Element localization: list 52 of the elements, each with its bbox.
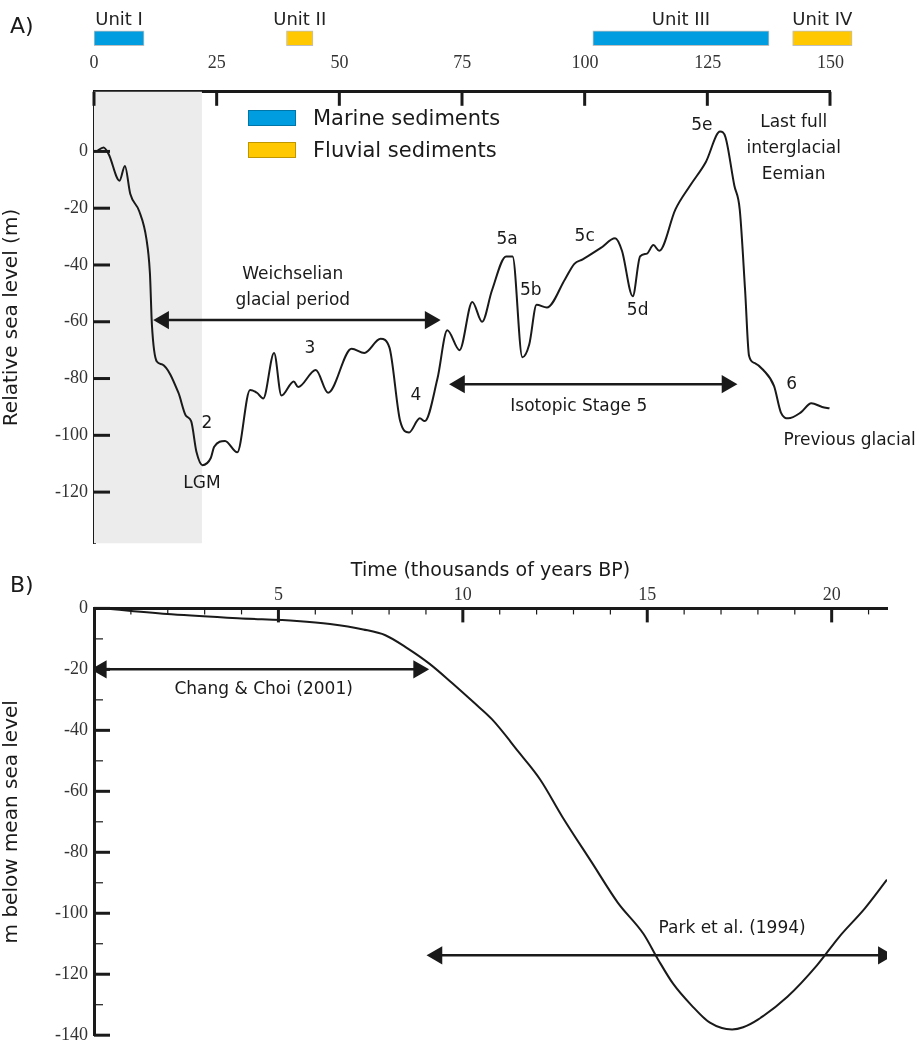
y-tick-label: 0 bbox=[79, 140, 88, 161]
annotation: 6 bbox=[786, 372, 798, 393]
x-tick-label: 5 bbox=[273, 584, 283, 605]
y-axis-title: Relative sea level (m) bbox=[0, 208, 23, 427]
annotation: 5d bbox=[626, 298, 649, 319]
series-label: Unit I bbox=[95, 7, 143, 29]
annotation: 5c bbox=[574, 225, 595, 246]
y-tick-label: -40 bbox=[64, 253, 88, 274]
annotation: 4 bbox=[410, 383, 422, 404]
series-label: Unit III bbox=[651, 7, 711, 29]
text: B) bbox=[10, 572, 34, 597]
annotation: Last full interglacial Eemian bbox=[746, 111, 841, 183]
series-label: Unit IV bbox=[792, 7, 854, 29]
annotation: Chang & Choi (2001) bbox=[174, 677, 353, 698]
annotation: Isotopic Stage 5 bbox=[510, 395, 648, 416]
x-tick-label: 100 bbox=[571, 52, 599, 73]
annotation: Previous glacial bbox=[783, 429, 916, 450]
x-tick-label: 15 bbox=[638, 584, 657, 605]
x-tick-label: 25 bbox=[207, 52, 226, 73]
y-tick-label: -140 bbox=[55, 1023, 88, 1044]
y-tick-label: -60 bbox=[64, 780, 88, 801]
y-tick-label: 0 bbox=[79, 597, 88, 618]
text: A) bbox=[10, 13, 34, 38]
x-axis-title: Time (thousands of years BP) bbox=[349, 558, 631, 581]
annotation: Fluvial sediments bbox=[313, 138, 497, 162]
y-tick-label: -120 bbox=[55, 480, 88, 501]
y-tick-label: -20 bbox=[64, 658, 88, 679]
y-tick-label: -100 bbox=[55, 424, 88, 445]
annotation: 2 bbox=[201, 412, 213, 433]
annotation: 5e bbox=[691, 114, 713, 135]
y-tick-label: -80 bbox=[64, 841, 88, 862]
x-tick-label: 20 bbox=[822, 584, 841, 605]
y-tick-label: -120 bbox=[55, 962, 88, 983]
y-tick-label: -60 bbox=[64, 310, 88, 331]
annotation: Marine sediments bbox=[313, 106, 501, 130]
x-tick-label: 10 bbox=[453, 584, 472, 605]
annotation: Park et al. (1994) bbox=[658, 916, 806, 937]
annotation: 3 bbox=[304, 337, 316, 358]
y-axis-title: m below mean sea level bbox=[0, 700, 23, 944]
x-tick-label: 50 bbox=[330, 52, 349, 73]
x-tick-label: 75 bbox=[453, 52, 472, 73]
annotation: LGM bbox=[183, 472, 221, 492]
annotation: 5b bbox=[519, 278, 542, 299]
y-tick-label: -80 bbox=[64, 367, 88, 388]
series-label: Unit II bbox=[273, 7, 327, 29]
annotation: 5a bbox=[496, 227, 518, 248]
y-tick-label: -20 bbox=[64, 196, 88, 217]
y-tick-label: -100 bbox=[55, 901, 88, 922]
x-tick-label: 125 bbox=[694, 52, 722, 73]
x-tick-label: 150 bbox=[816, 52, 844, 73]
y-tick-label: -40 bbox=[64, 719, 88, 740]
annotation: Weichselian glacial period bbox=[235, 263, 351, 310]
